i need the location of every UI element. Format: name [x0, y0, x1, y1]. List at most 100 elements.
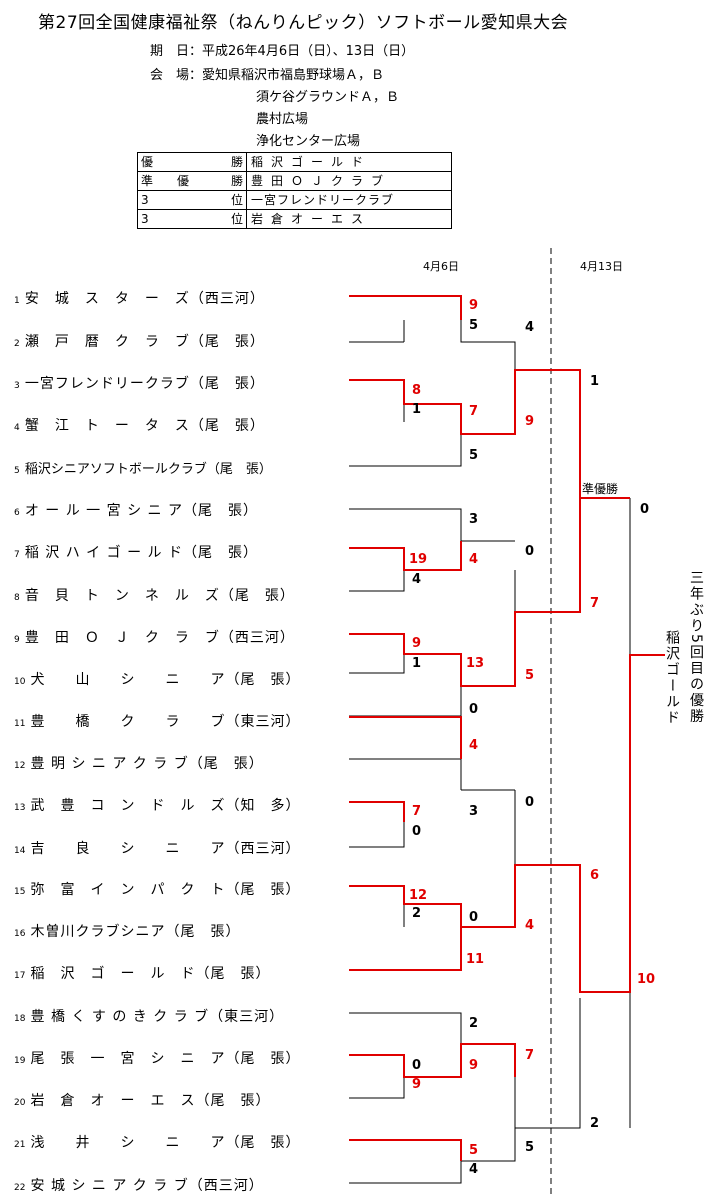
rank-suffix: 勝: [230, 174, 243, 188]
score-label: 4: [412, 572, 422, 587]
list-item: 7 稲 沢 ハ イ ゴ ー ル ド（尾 張）: [14, 542, 258, 562]
score-label: 5: [525, 668, 535, 683]
score-label: 5: [469, 318, 479, 333]
team-number: 22: [14, 1183, 26, 1193]
score-label: 6: [590, 868, 600, 883]
team-name: 豊 明 シ ニ ア ク ラ ブ（尾 張）: [30, 756, 264, 772]
team-number: 2: [14, 339, 20, 349]
rank-label: 準 優: [141, 174, 190, 188]
team-number: 19: [14, 1056, 26, 1066]
list-item: 19 尾 張 一 宮 シ ニ ア（尾 張）: [14, 1048, 301, 1068]
team-number: 16: [14, 929, 26, 939]
team-name: 稲 沢 ゴ ー ル ド（尾 張）: [30, 966, 271, 982]
team-name: 犬 山 シ ニ ア（尾 張）: [30, 672, 301, 688]
list-item: 9 豊 田 Ｏ Ｊ ク ラ ブ（西三河）: [14, 627, 295, 647]
score-label: 12: [409, 888, 428, 903]
score-label: 4: [469, 552, 479, 567]
list-item: 1 安 城 ス タ ー ズ（西三河）: [14, 288, 265, 308]
venue-line: 会 場：愛知県稲沢市福島野球場Ａ，Ｂ: [150, 68, 385, 83]
score-label: 1: [590, 374, 600, 389]
list-item: 6 オ ー ル 一 宮 シ ニ ア（尾 張）: [14, 500, 258, 520]
team-name: 豊 橋 く す の き ク ラ ブ（東三河）: [30, 1009, 285, 1025]
score-label: 5: [469, 1143, 479, 1158]
score-label: 3: [469, 804, 479, 819]
team-name: 豊 田 Ｏ Ｊ ク ラ ブ（西三河）: [24, 630, 295, 646]
team-number: 21: [14, 1140, 26, 1150]
score-label: 4: [525, 320, 535, 335]
list-item: 4 蟹 江 ト ー タ ス（尾 張）: [14, 415, 265, 435]
score-label: 1: [412, 656, 422, 671]
team-name: 尾 張 一 宮 シ ニ ア（尾 張）: [30, 1051, 301, 1067]
team-name: 蟹 江 ト ー タ ス（尾 張）: [24, 418, 265, 434]
list-item: 5 稲沢シニアソフトボールクラブ（尾 張）: [14, 458, 272, 477]
score-label: 5: [469, 448, 479, 463]
score-label: 10: [637, 972, 656, 987]
rank-suffix: 勝: [230, 155, 243, 169]
rank-label: 3: [141, 212, 149, 226]
team-name: 岩 倉 オ ー エ ス（尾 張）: [30, 1093, 271, 1109]
team-number: 5: [14, 466, 20, 476]
score-label: 0: [412, 824, 422, 839]
score-label: 7: [525, 1048, 535, 1063]
list-item: 18 豊 橋 く す の き ク ラ ブ（東三河）: [14, 1006, 284, 1026]
team-name: 安 城 シ ニ ア ク ラ ブ（西三河）: [30, 1178, 264, 1194]
score-label: 2: [590, 1116, 600, 1131]
team-number: 6: [14, 508, 20, 518]
team-name: 安 城 ス タ ー ズ（西三河）: [24, 291, 265, 307]
rank-cell: 優勝: [137, 152, 247, 172]
score-label: 5: [525, 1140, 535, 1155]
team-number: 9: [14, 635, 20, 645]
score-label: 0: [640, 502, 650, 517]
rank-label: 3: [141, 193, 149, 207]
result-team: 豊田ＯＪクラブ: [246, 171, 452, 191]
list-item: 22 安 城 シ ニ ア ク ラ ブ（西三河）: [14, 1175, 264, 1195]
page-title: 第27回全国健康福祉祭（ねんりんピック）ソフトボール愛知県大会: [38, 13, 569, 33]
list-item: 13 武 豊 コ ン ド ル ズ（知 多）: [14, 795, 301, 815]
list-item: 3 一宮フレンドリークラブ（尾 張）: [14, 373, 265, 393]
score-label: 9: [525, 414, 535, 429]
score-label: 11: [466, 952, 485, 967]
team-number: 13: [14, 803, 26, 813]
date-line: 期 日：平成26年4月6日（日）、13日（日）: [150, 44, 415, 59]
score-label: 0: [469, 910, 479, 925]
result-team: 岩倉オーエス: [246, 209, 452, 229]
result-row: 優勝 稲沢ゴールド: [137, 152, 452, 172]
list-item: 11 豊 橋 ク ラ ブ（東三河）: [14, 711, 301, 731]
team-number: 11: [14, 719, 26, 729]
team-number: 8: [14, 593, 20, 603]
team-name: 武 豊 コ ン ド ル ズ（知 多）: [30, 798, 301, 814]
list-item: 17 稲 沢 ゴ ー ル ド（尾 張）: [14, 963, 271, 983]
list-item: 12 豊 明 シ ニ ア ク ラ ブ（尾 張）: [14, 753, 264, 773]
score-label: 4: [525, 918, 535, 933]
team-name: 一宮フレンドリークラブ（尾 張）: [24, 376, 265, 392]
score-label: 7: [469, 404, 479, 419]
team-name: 浅 井 シ ニ ア（尾 張）: [30, 1135, 301, 1151]
list-item: 2 瀬 戸 暦 ク ラ ブ（尾 張）: [14, 331, 265, 351]
runner-up-label: 準優勝: [582, 482, 619, 496]
team-number: 18: [14, 1014, 26, 1024]
score-label: 0: [412, 1058, 422, 1073]
list-item: 15 弥 富 イ ン パ ク ト（尾 張）: [14, 879, 301, 899]
list-item: 20 岩 倉 オ ー エ ス（尾 張）: [14, 1090, 271, 1110]
team-name: 瀬 戸 暦 ク ラ ブ（尾 張）: [24, 334, 265, 350]
team-name: 音 貝 ト ン ネ ル ズ（尾 張）: [24, 588, 295, 604]
venue-line-2: 須ケ谷グラウンドＡ，Ｂ: [256, 90, 400, 105]
score-label: 1: [412, 402, 422, 417]
score-label: 3: [469, 512, 479, 527]
team-name: オ ー ル 一 宮 シ ニ ア（尾 張）: [24, 503, 258, 519]
score-label: 7: [412, 804, 422, 819]
score-label: 13: [466, 656, 485, 671]
score-label: 8: [412, 383, 422, 398]
score-label: 4: [469, 738, 479, 753]
venue-line-3: 農村広場: [256, 112, 309, 127]
rank-suffix: 位: [230, 193, 243, 207]
team-number: 7: [14, 550, 20, 560]
score-label: 19: [409, 552, 428, 567]
team-name: 吉 良 シ ニ ア（西三河）: [30, 841, 301, 857]
team-number: 17: [14, 971, 26, 981]
result-team: 稲沢ゴールド: [246, 152, 452, 172]
team-number: 3: [14, 381, 20, 391]
list-item: 16 木曽川クラブシニア（尾 張）: [14, 921, 241, 941]
